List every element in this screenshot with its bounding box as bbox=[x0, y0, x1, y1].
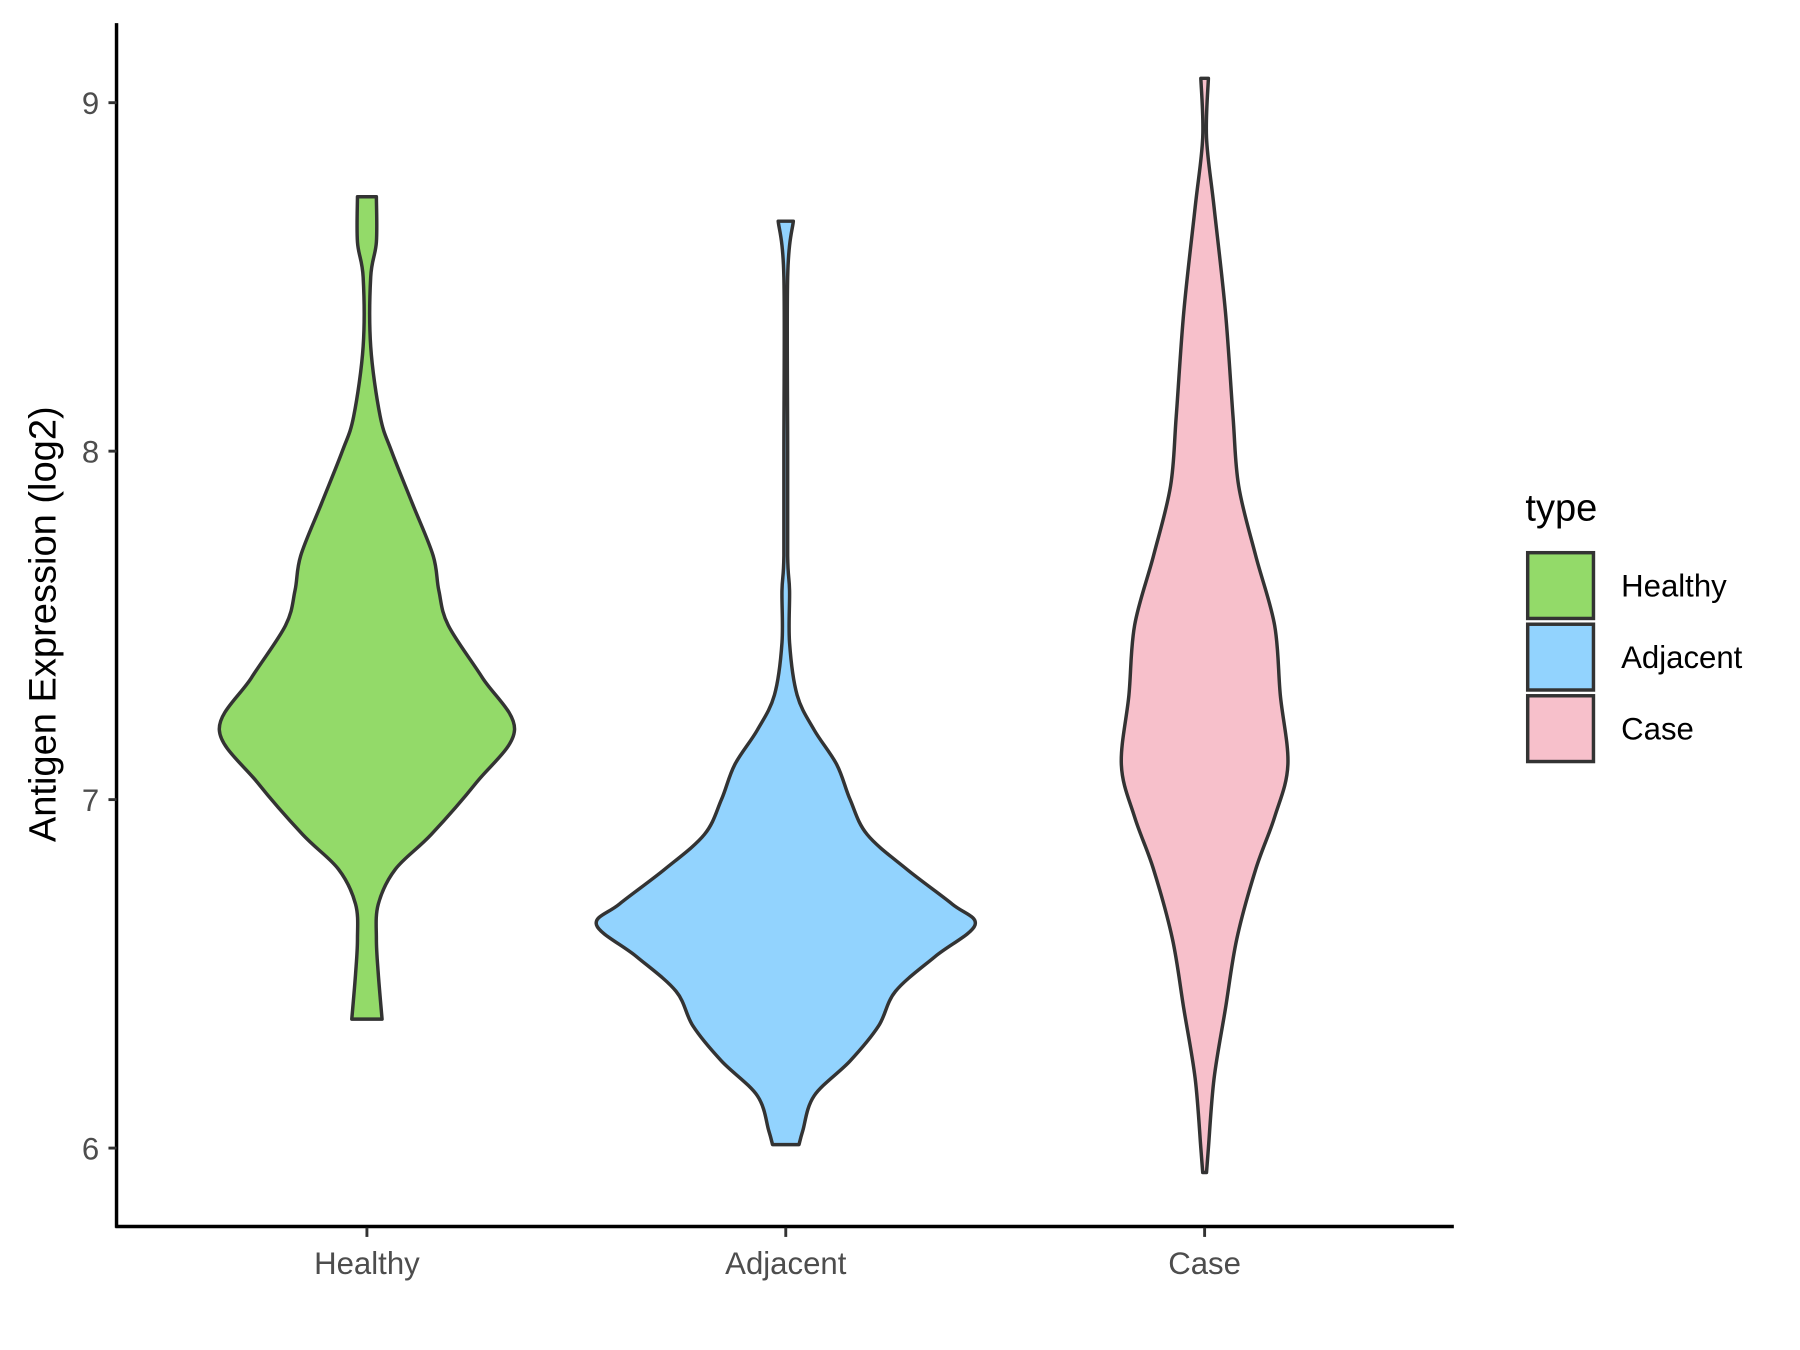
x-tick-label: Adjacent bbox=[725, 1246, 847, 1281]
violin-adjacent bbox=[594, 219, 978, 1147]
legend-label: Adjacent bbox=[1621, 640, 1743, 675]
legend-key-adjacent bbox=[1525, 622, 1596, 692]
y-tick-label: 7 bbox=[82, 783, 99, 818]
legend-label: Case bbox=[1621, 712, 1694, 747]
violin-healthy bbox=[217, 195, 517, 1021]
legend-key-case bbox=[1525, 694, 1596, 764]
x-tick-label: Case bbox=[1168, 1246, 1241, 1281]
y-tick-label: 9 bbox=[82, 86, 99, 121]
violins bbox=[217, 76, 1290, 1175]
legend-key-healthy bbox=[1525, 550, 1596, 621]
violin-case bbox=[1119, 76, 1290, 1175]
legend: Healthy Adjacent Case bbox=[1525, 550, 1743, 764]
y-tick-label: 8 bbox=[82, 435, 99, 470]
x-tick-label: Healthy bbox=[314, 1246, 420, 1281]
y-axis-title: Antigen Expression (log2) bbox=[22, 406, 64, 842]
legend-label: Healthy bbox=[1621, 569, 1727, 604]
legend-title: type bbox=[1525, 487, 1597, 529]
y-tick-label: 6 bbox=[82, 1132, 99, 1167]
